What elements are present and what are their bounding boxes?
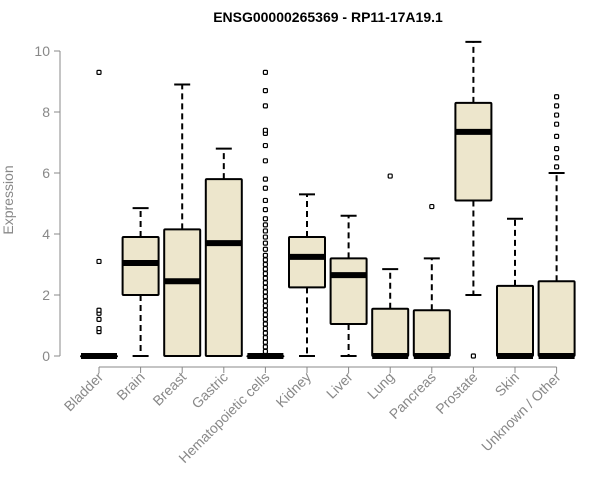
box-iqr [537, 280, 576, 357]
x-tick-label: Bladder [61, 369, 107, 415]
box-lung [371, 173, 410, 359]
outlier-point [262, 303, 268, 309]
box-iqr [496, 284, 534, 358]
outlier-point [553, 164, 560, 170]
y-tick-label: 0 [42, 348, 50, 364]
outlier-point [262, 240, 268, 246]
outlier-point [262, 257, 268, 263]
x-tick-label: Liver [323, 369, 356, 402]
x-tick-label: Prostate [432, 369, 480, 417]
outlier-point [262, 69, 268, 75]
outlier-point [262, 261, 268, 268]
outlier-point [262, 216, 268, 222]
box-prostate [454, 40, 493, 359]
box-liver [329, 214, 368, 357]
box-iqr [412, 309, 451, 357]
outlier-point [262, 307, 268, 313]
y-axis-label: Expression [0, 165, 16, 234]
outlier-point [262, 298, 268, 304]
box-iqr [371, 307, 410, 358]
x-tick-label: Breast [149, 369, 189, 409]
outlier-point [553, 112, 560, 118]
outlier-point [262, 325, 268, 332]
outlier-point [387, 173, 393, 179]
outlier-point [470, 353, 476, 359]
box-iqr [454, 101, 493, 202]
outlier-point [262, 228, 268, 234]
outlier-point [262, 185, 268, 191]
outlier-point [262, 266, 268, 272]
outlier-point [262, 280, 268, 286]
box-kidney [288, 193, 326, 357]
outlier-point [262, 207, 268, 213]
outlier-point [262, 271, 268, 277]
box-iqr [329, 257, 368, 325]
outlier-point [262, 176, 268, 182]
x-tick-label: Skin [492, 369, 523, 400]
outlier-point [429, 203, 435, 210]
box-iqr [204, 178, 243, 357]
outlier-point [262, 335, 268, 341]
boxes [80, 40, 576, 359]
box-iqr [288, 236, 326, 289]
chart-title: ENSG00000265369 - RP11-17A19.1 [213, 9, 443, 25]
outlier-point [262, 234, 268, 240]
y-tick-label: 8 [42, 104, 50, 120]
box-skin [496, 217, 534, 359]
outlier-point [262, 275, 268, 281]
outlier-point [262, 222, 268, 228]
outlier-point [553, 121, 560, 127]
x-tick-label: Unknown / Other [478, 369, 564, 455]
x-tick-label: Lung [364, 369, 397, 402]
outlier-point [96, 307, 102, 313]
box-pancreas [412, 203, 451, 359]
outlier-point [262, 88, 268, 94]
outlier-point [262, 158, 268, 164]
outlier-point [262, 289, 268, 295]
y-tick-label: 6 [42, 165, 50, 181]
outlier-point [262, 246, 268, 252]
y-tick-label: 2 [42, 287, 50, 303]
axes: 0 2 4 6 8 10 [34, 43, 558, 373]
box-iqr [163, 228, 202, 357]
outlier-point [262, 344, 268, 350]
outlier-point [96, 69, 102, 75]
box-iqr [121, 236, 160, 297]
outlier-point [262, 127, 268, 133]
outlier-point [96, 325, 102, 332]
outlier-point [553, 155, 560, 161]
box-brain [121, 207, 160, 357]
outlier-point [262, 312, 268, 318]
box-bladder [80, 69, 118, 359]
outlier-point [553, 103, 560, 109]
outlier-point [96, 258, 102, 265]
outlier-point [553, 133, 560, 139]
y-tick-label: 4 [42, 226, 50, 242]
outlier-point [262, 330, 268, 336]
box-gastric [204, 147, 243, 357]
outlier-point [262, 339, 268, 345]
y-tick-label: 10 [34, 43, 50, 59]
outlier-point [96, 316, 102, 322]
x-tick-label: Kidney [273, 369, 315, 411]
outlier-point [262, 284, 268, 290]
outlier-point [262, 348, 268, 355]
box-hematopoietic-cells [246, 69, 285, 359]
box-unknown-other [537, 94, 576, 359]
outlier-point [262, 316, 268, 322]
outlier-point [262, 321, 268, 327]
outlier-point [553, 94, 560, 100]
x-tick-label: Brain [113, 369, 147, 403]
outlier-point [553, 146, 560, 152]
outlier-point [262, 142, 268, 149]
outlier-point [262, 252, 268, 258]
box-breast [163, 83, 202, 357]
outlier-point [262, 293, 268, 300]
outlier-point [262, 197, 268, 204]
outlier-point [262, 103, 268, 109]
